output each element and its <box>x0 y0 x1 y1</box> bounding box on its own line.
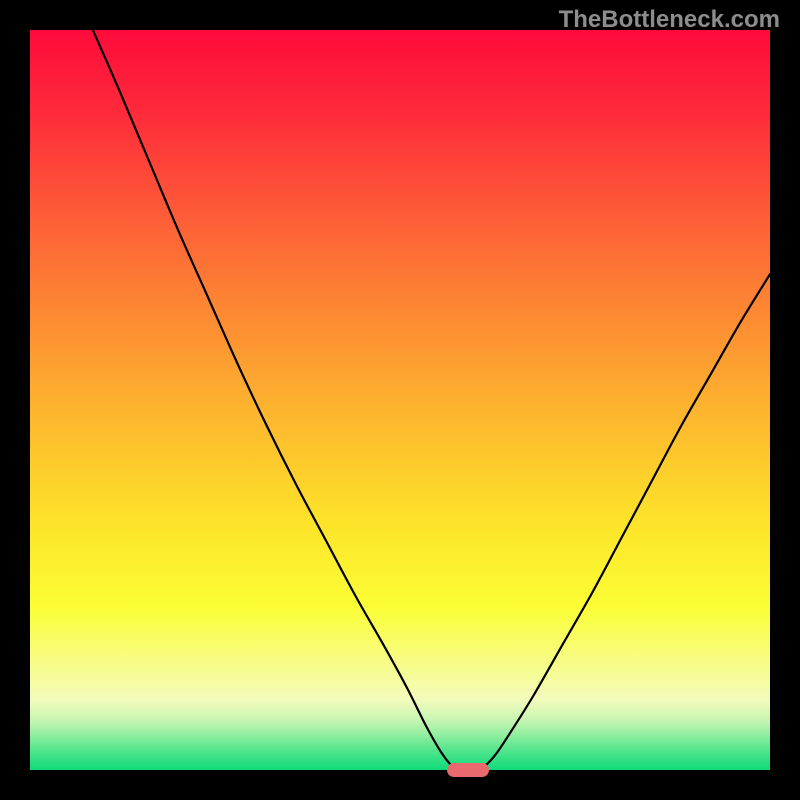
optimal-marker <box>447 763 489 777</box>
plot-area <box>30 30 770 770</box>
bottleneck-chart <box>30 30 770 770</box>
